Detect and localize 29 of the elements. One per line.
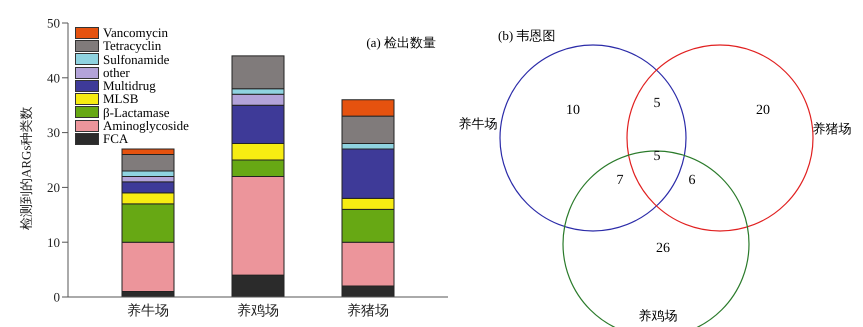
text: 10 bbox=[566, 103, 580, 118]
text: 5 bbox=[654, 149, 660, 164]
annotation: (a) 检出数量 bbox=[366, 34, 436, 52]
text: 6 bbox=[688, 173, 696, 188]
text: 养猪场 bbox=[812, 121, 852, 136]
y-tick-label: 10 bbox=[47, 234, 60, 250]
legend-label: other bbox=[103, 64, 130, 80]
y-tick-label: 20 bbox=[47, 180, 60, 196]
legend-label: Vancomycin bbox=[103, 25, 168, 40]
y-tick-label: 40 bbox=[47, 70, 60, 86]
y-tick-label: 30 bbox=[47, 125, 60, 140]
text: 5 bbox=[654, 96, 660, 111]
x-tick-label: 养牛场 bbox=[127, 302, 169, 319]
y-tick-label: 50 bbox=[47, 16, 60, 31]
legend-label: Sulfonamide bbox=[103, 52, 170, 67]
legend-label: MLSB bbox=[103, 91, 138, 106]
legend-label: β-Lactamase bbox=[103, 104, 170, 120]
x-tick-label: 养猪场 bbox=[347, 302, 389, 319]
text: 20 bbox=[756, 103, 770, 118]
legend-label: Multidrug bbox=[103, 78, 156, 94]
legend-label: FCA bbox=[103, 131, 128, 146]
text: (b) 韦恩图 bbox=[498, 28, 556, 43]
text: 养牛场 bbox=[458, 116, 498, 131]
text: 7 bbox=[616, 173, 624, 188]
legend-label: Aminoglycoside bbox=[103, 118, 189, 134]
x-tick-label: 养鸡场 bbox=[237, 302, 279, 319]
y-tick-label: 0 bbox=[54, 290, 60, 305]
y-axis-title: 检测到的ARGs种类数 bbox=[18, 106, 34, 230]
text: 26 bbox=[656, 241, 670, 256]
